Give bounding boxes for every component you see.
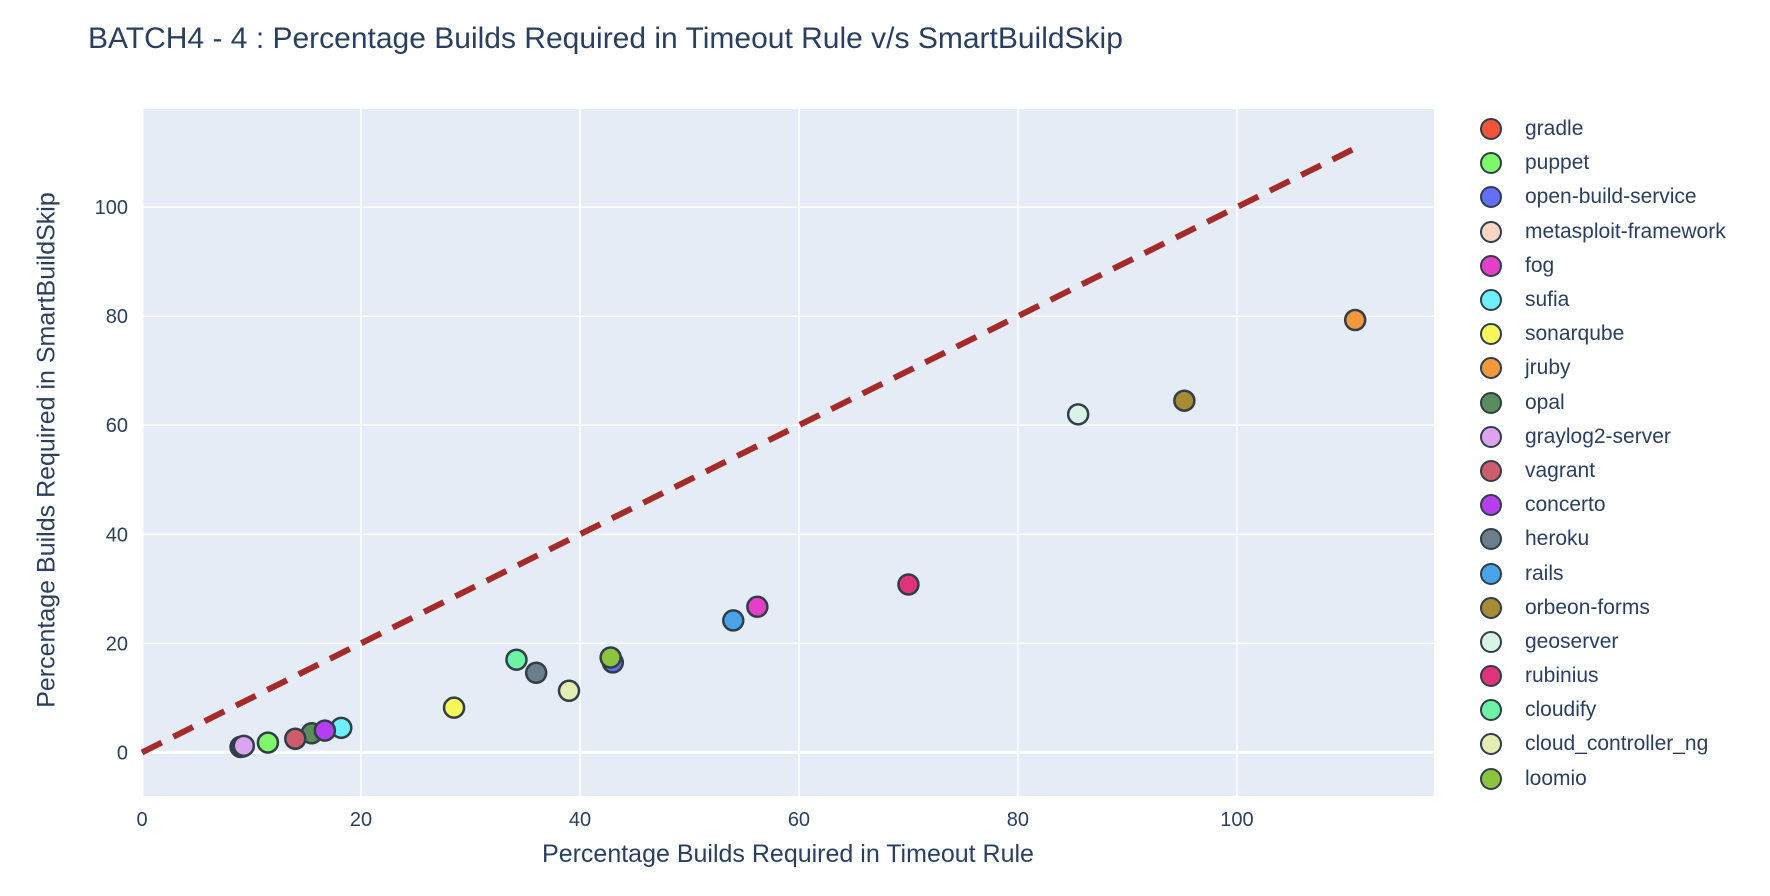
plot-area	[142, 109, 1434, 796]
data-point-sonarqube[interactable]: sonarqube	[442, 696, 466, 719]
legend-marker	[1480, 767, 1502, 790]
reference-line	[140, 144, 1359, 756]
legend-marker	[1480, 357, 1502, 380]
y-tick-label: 60	[106, 415, 128, 437]
legend-marker	[1480, 186, 1502, 209]
legend-label: open-build-service	[1525, 185, 1697, 209]
legend-marker	[1480, 528, 1502, 551]
legend-label: concerto	[1525, 493, 1606, 517]
legend-label: vagrant	[1525, 458, 1596, 482]
y-tick-label: 0	[117, 742, 128, 764]
data-point-rubinius[interactable]: rubinius	[897, 573, 920, 596]
legend-label: jruby	[1525, 356, 1571, 380]
legend-item-geoserver[interactable]: geoserver	[1480, 625, 1726, 659]
legend-item-rails[interactable]: rails	[1480, 556, 1726, 590]
x-axis-label: Percentage Builds Required in Timeout Ru…	[542, 840, 1034, 868]
data-point-geoserver[interactable]: geoserver	[1066, 403, 1090, 426]
data-point-puppet[interactable]: puppet	[256, 731, 280, 754]
chart-title: BATCH4 - 4 : Percentage Builds Required …	[88, 22, 1123, 55]
legend-label: metasploit-framework	[1525, 219, 1726, 243]
y-axis-label: Percentage Builds Required in SmartBuild…	[32, 192, 61, 708]
legend-item-cloud_controller_ng[interactable]: cloud_controller_ng	[1480, 727, 1726, 761]
data-point-graylog2-server[interactable]: graylog2-server	[232, 734, 256, 758]
legend-item-vagrant[interactable]: vagrant	[1480, 454, 1726, 488]
data-point-orbeon-forms[interactable]: orbeon-forms	[1173, 389, 1196, 412]
legend-item-puppet[interactable]: puppet	[1480, 146, 1726, 180]
legend-item-graylog2-server[interactable]: graylog2-server	[1480, 420, 1726, 454]
legend-label: puppet	[1525, 151, 1590, 175]
legend-item-metasploit-framework[interactable]: metasploit-framework	[1480, 215, 1726, 249]
x-tick-label: 80	[1007, 809, 1029, 831]
legend-label: opal	[1525, 390, 1565, 414]
data-point-rails[interactable]: rails	[722, 609, 745, 632]
legend-label: cloud_controller_ng	[1525, 732, 1709, 756]
data-point-cloud_controller_ng[interactable]: cloud_controller_ng	[557, 679, 581, 703]
legend-item-concerto[interactable]: concerto	[1480, 488, 1726, 522]
legend-item-orbeon-forms[interactable]: orbeon-forms	[1480, 591, 1726, 625]
legend-label: cloudify	[1525, 698, 1597, 722]
legend-marker	[1480, 323, 1502, 346]
legend-marker	[1480, 425, 1502, 448]
data-points[interactable]: gradlepuppetopen-build-servicemetasploit…	[229, 308, 1367, 759]
x-tick-label: 100	[1220, 809, 1253, 831]
x-tick-label: 60	[788, 809, 810, 831]
legend-item-heroku[interactable]: heroku	[1480, 522, 1726, 556]
legend-item-sonarqube[interactable]: sonarqube	[1480, 317, 1726, 351]
gridlines	[140, 109, 1434, 796]
legend-item-loomio[interactable]: loomio	[1480, 762, 1726, 796]
data-point-loomio[interactable]: loomio	[599, 646, 622, 669]
legend-marker	[1480, 220, 1502, 243]
legend-label: sufia	[1525, 288, 1570, 312]
reference-line-layer	[140, 144, 1359, 756]
legend-label: graylog2-server	[1525, 424, 1671, 448]
legend-marker	[1480, 699, 1502, 722]
legend-marker	[1480, 118, 1502, 141]
legend-marker	[1480, 733, 1502, 756]
legend-item-sufia[interactable]: sufia	[1480, 283, 1726, 317]
y-tick-label: 20	[106, 633, 128, 655]
legend-label: sonarqube	[1525, 322, 1625, 346]
legend-item-rubinius[interactable]: rubinius	[1480, 659, 1726, 693]
legend-marker	[1480, 665, 1502, 688]
legend-item-gradle[interactable]: gradle	[1480, 112, 1726, 146]
legend: gradle puppet open-build-service metasploit…	[1480, 112, 1726, 796]
legend-marker	[1480, 289, 1502, 312]
legend-marker	[1480, 254, 1502, 277]
legend-marker	[1480, 596, 1502, 619]
legend-marker	[1480, 391, 1502, 414]
data-point-heroku[interactable]: heroku	[524, 661, 548, 685]
legend-item-cloudify[interactable]: cloudify	[1480, 693, 1726, 727]
legend-label: orbeon-forms	[1525, 595, 1650, 619]
data-point-jruby[interactable]: jruby	[1343, 308, 1367, 332]
legend-marker	[1480, 459, 1502, 482]
legend-label: gradle	[1525, 117, 1584, 141]
x-tick-label: 0	[136, 809, 147, 831]
x-tick-label: 40	[569, 809, 591, 831]
y-tick-label: 40	[106, 524, 128, 546]
legend-label: heroku	[1525, 527, 1590, 551]
legend-item-fog[interactable]: fog	[1480, 249, 1726, 283]
data-point-vagrant[interactable]: vagrant	[284, 727, 307, 750]
legend-item-opal[interactable]: opal	[1480, 386, 1726, 420]
legend-marker	[1480, 630, 1502, 653]
legend-label: rubinius	[1525, 664, 1599, 688]
legend-label: rails	[1525, 561, 1564, 585]
data-point-fog[interactable]: fog	[746, 595, 769, 619]
legend-item-jruby[interactable]: jruby	[1480, 351, 1726, 385]
legend-marker	[1480, 152, 1502, 175]
x-tick-label: 20	[350, 809, 372, 831]
legend-item-open-build-service[interactable]: open-build-service	[1480, 180, 1726, 214]
y-tick-label: 80	[106, 306, 128, 328]
y-tick-label: 100	[95, 197, 128, 219]
legend-label: geoserver	[1525, 629, 1619, 653]
data-point-concerto[interactable]: concerto	[313, 719, 337, 742]
legend-marker	[1480, 562, 1502, 585]
legend-label: loomio	[1525, 766, 1587, 790]
legend-label: fog	[1525, 253, 1555, 277]
tick-labels: 0 20 40 60 80 100 0 20 40 60 80 100	[95, 197, 1254, 831]
data-point-cloudify[interactable]: cloudify	[505, 648, 528, 671]
legend-marker	[1480, 494, 1502, 517]
